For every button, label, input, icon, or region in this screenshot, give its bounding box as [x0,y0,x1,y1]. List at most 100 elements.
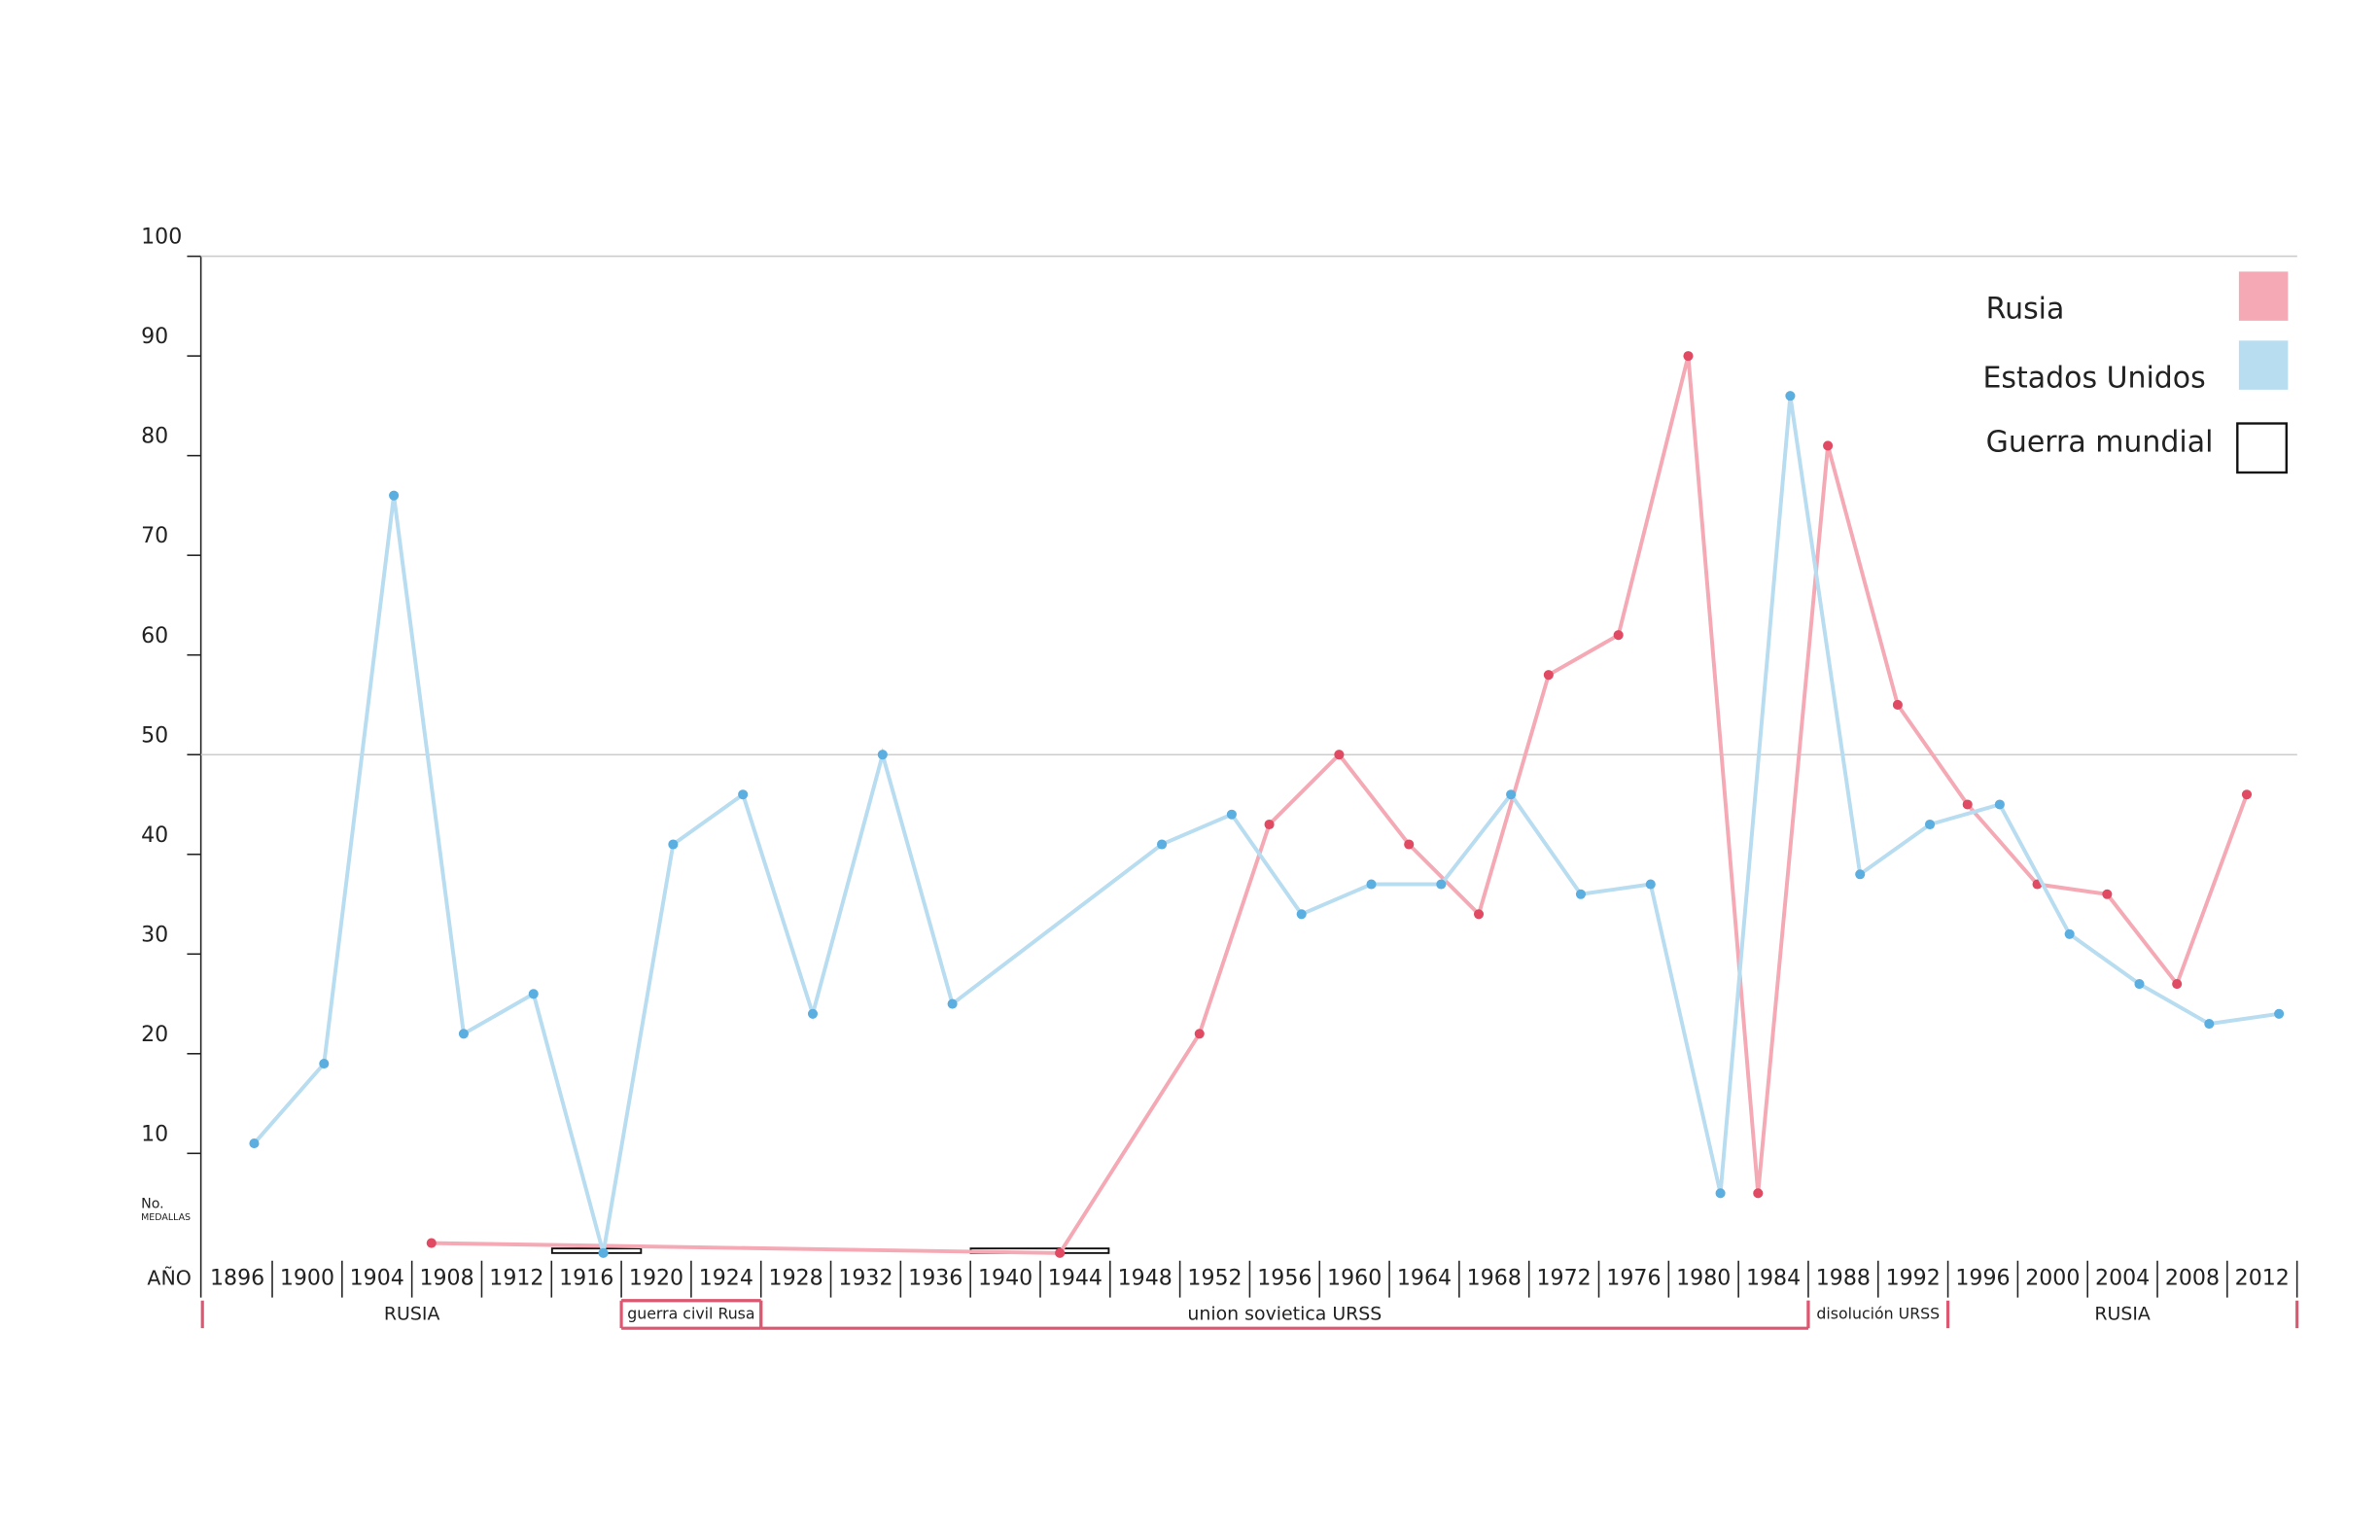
x-tick-label: 1988 [1816,1267,1871,1291]
data-point [1715,1188,1726,1199]
x-tick-label: 2012 [2235,1267,2290,1291]
x-tick-label: 1996 [1955,1267,2010,1291]
x-tick-label: 1904 [350,1267,404,1291]
x-tick-label: 1896 [210,1267,264,1291]
x-tick-label: 1984 [1746,1267,1801,1291]
x-label: AÑO [147,1265,192,1290]
legend-label: Estados Unidos [1982,361,2205,395]
series-line [431,355,2249,1255]
legend-label: Rusia [1986,292,2065,326]
data-point [1924,819,1936,830]
y-tick-label: 70 [141,524,168,548]
data-point [1683,351,1694,362]
x-tick-label: 1980 [1676,1267,1731,1291]
data-point [249,1138,260,1149]
data-point [1296,909,1307,920]
x-tick-label: 2000 [2025,1267,2080,1291]
x-tick-label: 1960 [1327,1267,1382,1291]
x-tick-label: 1920 [629,1267,683,1291]
x-tick-label: 2008 [2165,1267,2220,1291]
data-point [2274,1008,2285,1019]
x-tick-label: 1924 [699,1267,753,1291]
y-tick-label: 30 [141,923,168,947]
data-point [1785,391,1796,402]
x-tick-label: 1964 [1397,1267,1452,1291]
y-tick-label: 60 [141,624,168,648]
data-point [1962,799,1973,810]
data-point [1613,630,1624,641]
y-tick-label: 50 [141,723,168,748]
data-point [807,1008,819,1019]
data-point [1264,819,1275,830]
data-point [1334,750,1345,760]
data-point [1753,1188,1764,1199]
period-label: RUSIA [384,1303,440,1324]
y-tick-label: 40 [141,823,168,848]
data-point [2102,889,2113,899]
data-point [1543,670,1554,681]
data-point [947,998,958,1009]
x-tick-label: 2004 [2095,1267,2150,1291]
period-label: RUSIA [2094,1303,2151,1324]
x-tick-label: 1944 [1048,1267,1102,1291]
x-tick-label: 1912 [489,1267,543,1291]
x-tick-label: 1948 [1118,1267,1172,1291]
data-point [1645,879,1656,890]
data-point [528,989,539,999]
y-label: MEDALLAS [141,1212,191,1223]
x-tick-label: 1916 [559,1267,613,1291]
y-tick-label: 20 [141,1023,168,1047]
data-point [1892,699,1903,711]
x-tick-label: 1972 [1537,1267,1592,1291]
data-point [1055,1247,1066,1258]
y-tick-label: 100 [141,226,182,250]
period-label: disolución URSS [1816,1304,1940,1322]
y-tick-label: 10 [141,1122,168,1146]
legend-swatch [2238,340,2289,390]
x-tick-label: 1952 [1187,1267,1242,1291]
data-point [1855,869,1866,880]
data-point [1436,879,1447,890]
data-point [2172,978,2183,990]
y-tick-label: 90 [141,325,168,349]
x-tick-label: 1936 [908,1267,962,1291]
war-box [550,1247,643,1254]
data-point [668,839,679,850]
data-point [1575,889,1587,899]
series-line [252,395,2280,1254]
data-point [2204,1018,2215,1030]
data-point [1226,809,1237,820]
period-label: union sovietica URSS [1187,1303,1382,1324]
x-tick-label: 1908 [419,1267,473,1291]
period-label: guerra civil Rusa [627,1304,754,1322]
y-label: No. [141,1196,164,1211]
x-tick-label: 1976 [1606,1267,1661,1291]
data-point [2134,978,2145,990]
data-point [426,1238,437,1248]
data-point [2241,789,2253,800]
x-tick-label: 1968 [1467,1267,1522,1291]
data-point [1194,1029,1205,1039]
x-tick-label: 1932 [838,1267,892,1291]
legend-swatch [2236,422,2288,474]
x-tick-label: 1940 [978,1267,1032,1291]
data-point [2064,928,2075,939]
data-point [1994,799,2005,810]
data-point [458,1029,469,1039]
data-point [1473,909,1485,920]
data-point [1404,839,1415,850]
x-tick-label: 1900 [280,1267,334,1291]
legend-label: Guerra mundial [1986,426,2214,460]
data-point [319,1059,330,1069]
data-point [738,789,749,800]
x-tick-label: 1928 [769,1267,823,1291]
data-point [877,750,888,760]
data-point [598,1247,609,1258]
legend-swatch [2238,271,2289,321]
data-point [389,490,400,501]
data-point [1366,879,1377,890]
data-point [1157,839,1168,850]
data-point [1506,789,1517,800]
y-tick-label: 80 [141,425,168,449]
